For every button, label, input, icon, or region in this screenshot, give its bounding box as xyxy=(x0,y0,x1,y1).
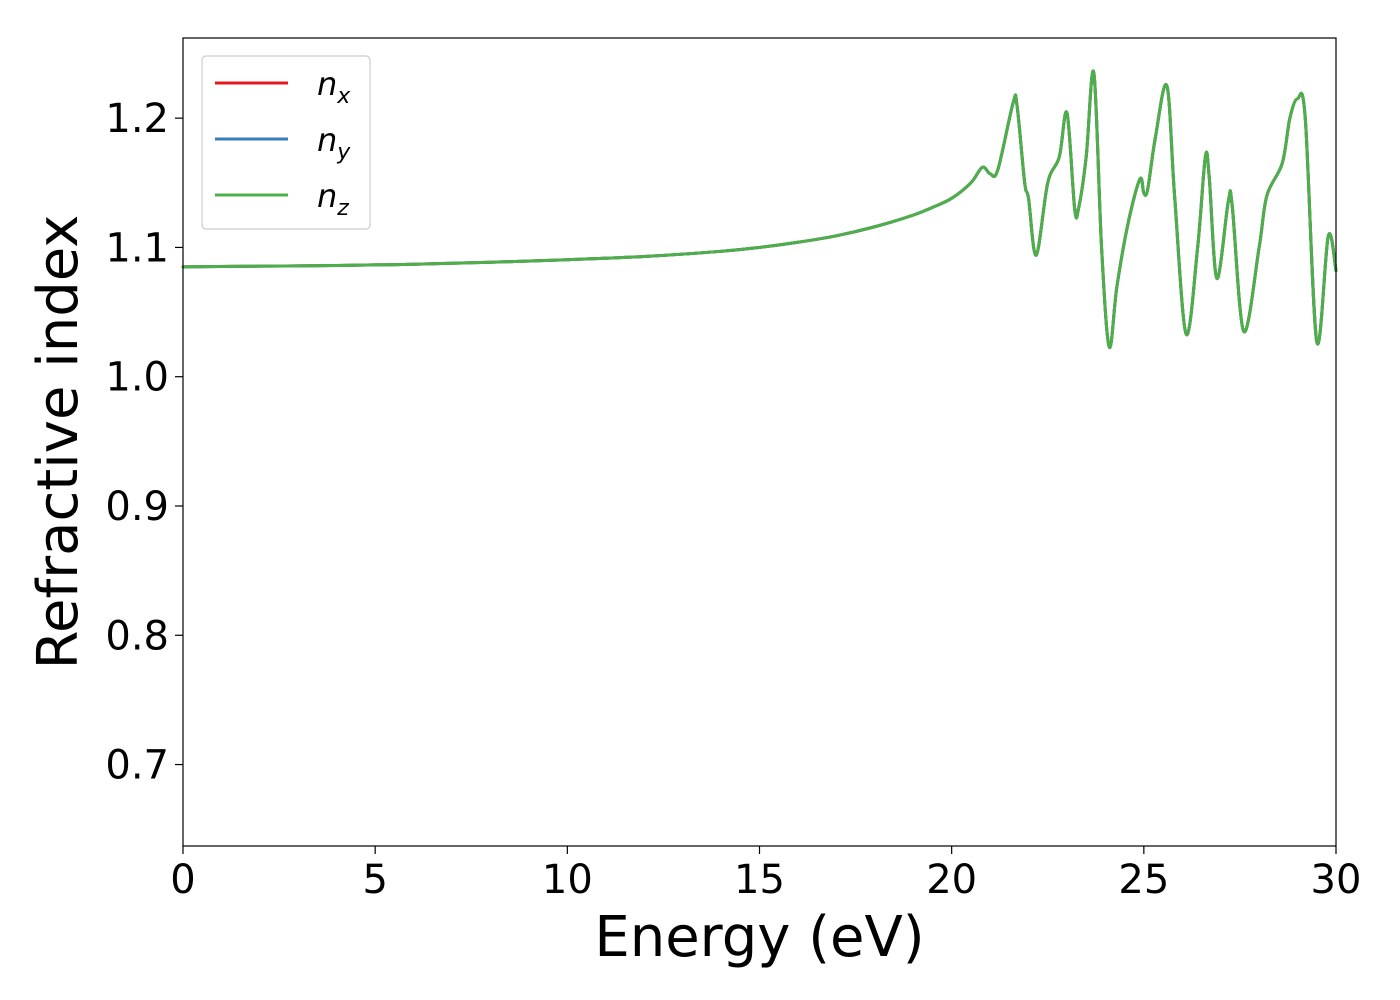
x-tick-label: 30 xyxy=(1311,857,1362,903)
y-tick-label: 0.8 xyxy=(105,613,169,659)
y-tick-label: 0.7 xyxy=(105,743,169,789)
x-tick-label: 0 xyxy=(170,857,195,903)
legend-label-x: nx xyxy=(317,65,351,109)
x-tick-label: 5 xyxy=(362,857,387,903)
y-axis-ticks: 0.7 0.8 0.9 1.0 1.1 1.2 xyxy=(105,96,183,789)
x-tick-label: 25 xyxy=(1118,857,1169,903)
y-axis-title: Refractive index xyxy=(26,215,91,670)
series-line-z xyxy=(181,69,1338,349)
x-tick-label: 20 xyxy=(926,857,977,903)
y-tick-label: 1.1 xyxy=(105,225,169,271)
legend: nx ny nz xyxy=(201,55,371,230)
legend-box xyxy=(201,55,371,230)
y-tick-label: 1.0 xyxy=(105,355,169,401)
series-layer xyxy=(181,69,1338,349)
legend-label-y: ny xyxy=(317,121,351,165)
x-tick-label: 10 xyxy=(542,857,593,903)
x-tick-label: 15 xyxy=(734,857,785,903)
y-tick-label: 0.9 xyxy=(105,484,169,530)
y-tick-label: 1.2 xyxy=(105,96,169,142)
x-axis-ticks: 0 5 10 15 20 25 30 xyxy=(170,846,1361,903)
legend-label-z: nz xyxy=(317,177,349,221)
x-axis-title: Energy (eV) xyxy=(594,905,924,970)
